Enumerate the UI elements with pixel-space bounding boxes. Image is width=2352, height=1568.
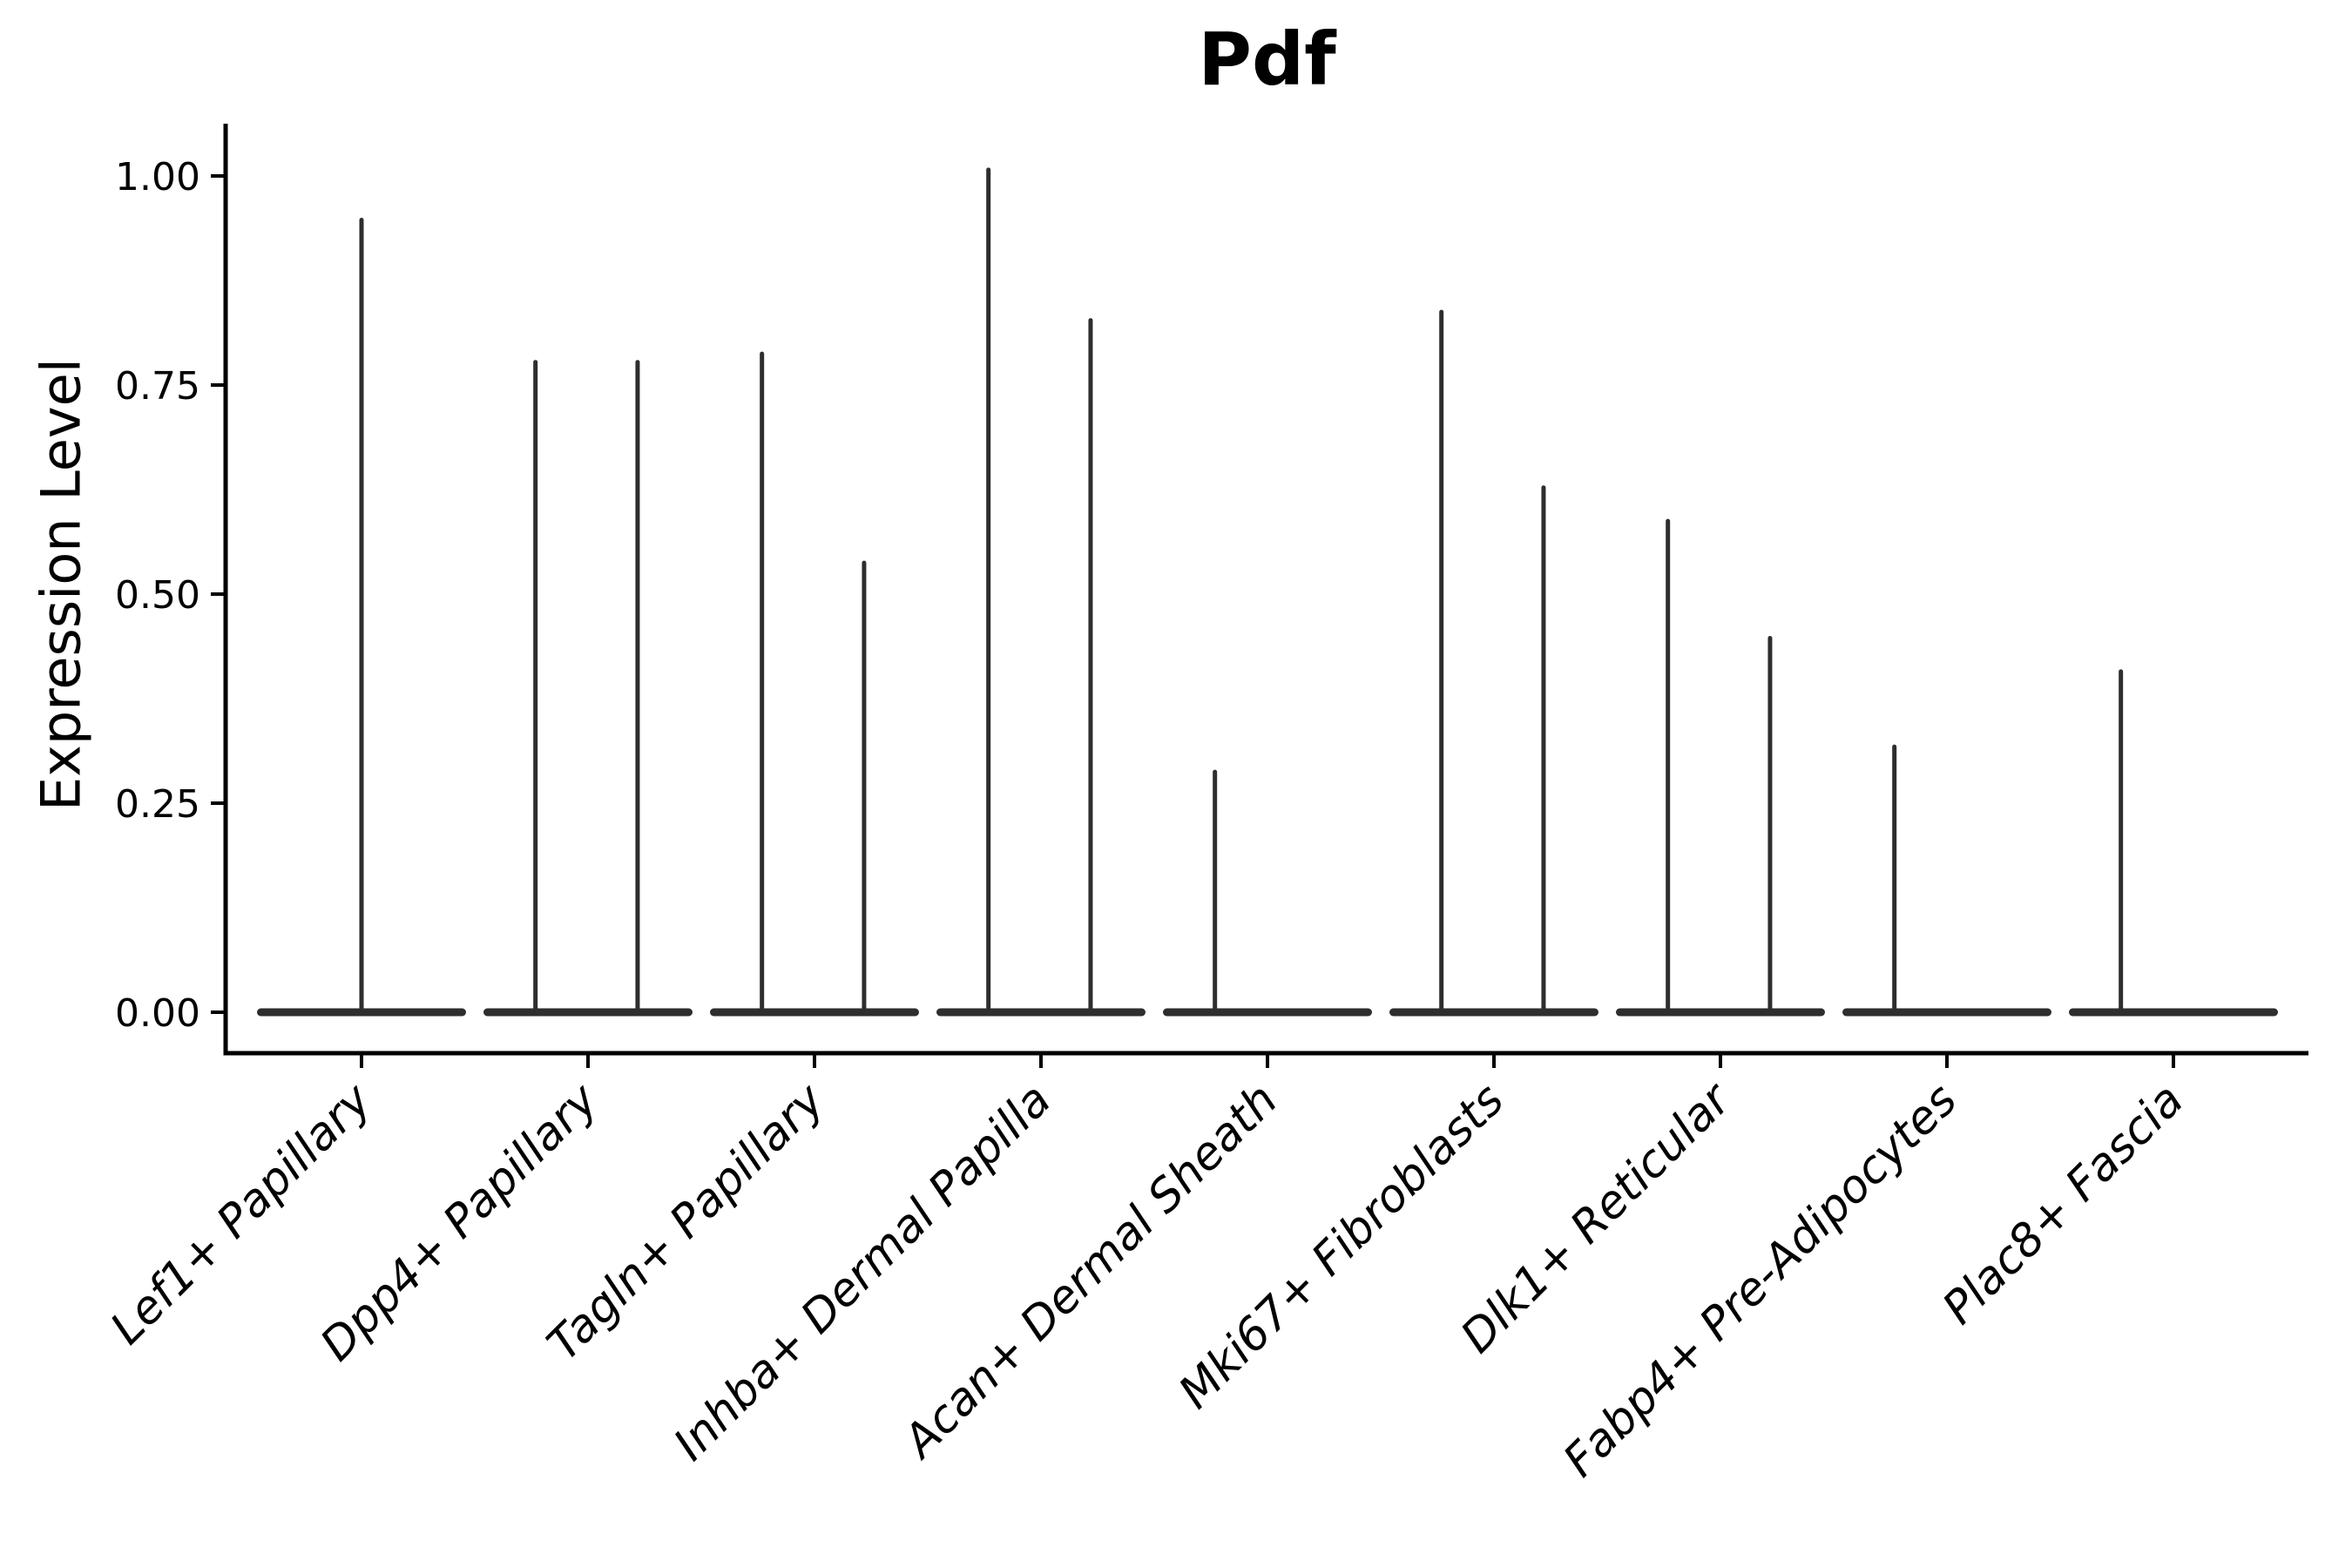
violin-base	[936, 1008, 1146, 1017]
x-tick-label: Plac8+ Fascia	[1933, 1074, 2193, 1335]
y-tick-label: 0.50	[115, 573, 200, 618]
y-tick-label: 0.75	[115, 364, 200, 409]
y-axis-label: Expression Level	[29, 358, 93, 811]
y-tick-label: 0.00	[115, 991, 200, 1036]
violin-base	[710, 1008, 919, 1017]
violin-base	[1616, 1008, 1825, 1017]
x-tick-label: Acan+ Dermal Sheath	[892, 1074, 1288, 1470]
y-tick-label: 1.00	[115, 155, 200, 199]
x-tick-label: Inhba+ Dermal Papilla	[664, 1074, 1061, 1471]
violin-base	[483, 1008, 693, 1017]
violin-base	[1163, 1008, 1372, 1017]
violin-base	[1842, 1008, 2051, 1017]
x-tick-label: Fabp4+ Pre-Adipocytes	[1554, 1074, 1968, 1488]
violin-base	[2069, 1008, 2278, 1017]
y-tick-label: 0.25	[115, 782, 200, 827]
violin-base	[1389, 1008, 1598, 1017]
chart-title: Pdf	[1198, 17, 1336, 102]
